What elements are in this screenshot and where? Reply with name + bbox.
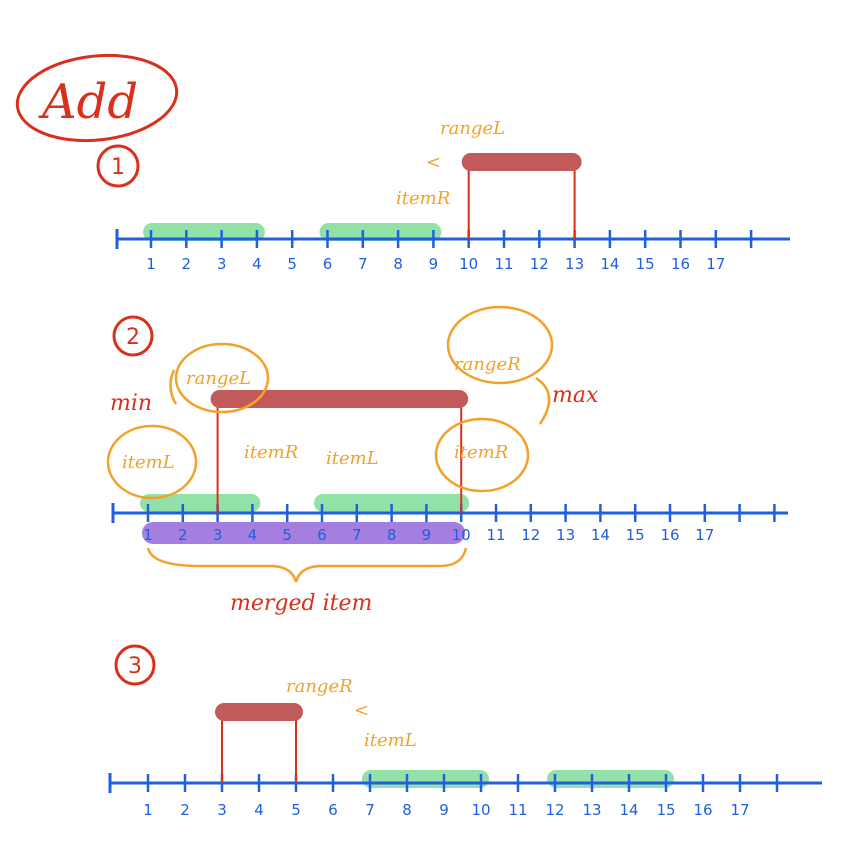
tick-label: 10 [471, 801, 490, 819]
tick-label: 9 [422, 526, 432, 544]
annotation-item-right-middle: itemR [244, 442, 298, 463]
tick-label: 1 [143, 801, 153, 819]
annotation-min: min [110, 391, 152, 416]
max-bracket [535, 376, 551, 425]
tick-label: 9 [429, 255, 439, 273]
tick-label: 1 [143, 526, 153, 544]
tick-label: 8 [402, 801, 412, 819]
range-left-circle [174, 342, 270, 414]
range-bar [210, 390, 469, 408]
tick-label: 11 [494, 255, 513, 273]
step-3-diagram: 1 2 3 4 5 6 7 8 9 10 11 12 13 14 15 16 17 rangeR < itemL [108, 676, 822, 819]
min-bracket [169, 369, 178, 405]
tick-label: 14 [619, 801, 638, 819]
tick-label: 7 [358, 255, 368, 273]
annotation-range-right: rangeR [454, 354, 521, 375]
tick-label: 2 [180, 801, 190, 819]
tick-label: 15 [656, 801, 675, 819]
tick-label: 1 [146, 255, 156, 273]
step-label-3: 3 [114, 644, 156, 686]
tick-label: 6 [317, 526, 327, 544]
item-bar [140, 494, 261, 512]
step-label-circle [96, 144, 140, 188]
step-1-diagram: 1 2 3 4 5 6 7 8 9 10 11 12 13 14 15 16 17 rangeL < itemR [115, 118, 790, 273]
annotation-less-than: < [354, 700, 369, 721]
tick-label: 16 [693, 801, 712, 819]
tick-label: 15 [636, 255, 655, 273]
item-bar [547, 770, 674, 788]
tick-label: 9 [439, 801, 449, 819]
merged-item-label: merged item [230, 591, 372, 616]
range-bar [215, 703, 303, 721]
annotation-item-right: itemR [454, 442, 508, 463]
range-bar [461, 153, 582, 171]
step-label-text: 2 [126, 325, 140, 350]
tick-label: 13 [582, 801, 601, 819]
annotation-item-left-middle: itemL [326, 448, 379, 469]
tick-label: 10 [459, 255, 478, 273]
tick-label: 3 [217, 255, 227, 273]
tick-label: 16 [671, 255, 690, 273]
step-label-circle [112, 315, 154, 357]
step-label-text: 3 [128, 654, 142, 679]
tick-label: 7 [365, 801, 375, 819]
tick-label: 13 [565, 255, 584, 273]
tick-label: 14 [591, 526, 610, 544]
annotation-range-left: rangeL [440, 118, 505, 139]
tick-label: 12 [545, 801, 564, 819]
tick-label: 11 [508, 801, 527, 819]
tick-label: 4 [254, 801, 264, 819]
tick-label: 12 [521, 526, 540, 544]
merged-brace [146, 547, 468, 583]
tick-label: 3 [217, 801, 227, 819]
item-left-circle [106, 424, 198, 500]
annotation-item-left: itemL [364, 730, 417, 751]
tick-label: 17 [706, 255, 725, 273]
tick-label: 12 [530, 255, 549, 273]
tick-label: 17 [730, 801, 749, 819]
tick-label: 4 [248, 526, 258, 544]
annotation-item-left: itemL [122, 452, 175, 473]
item-bar [314, 494, 470, 512]
step-label-text: 1 [111, 155, 125, 180]
title-text: Add [38, 74, 138, 130]
step-label-2: 2 [112, 315, 154, 357]
tick-label: 3 [213, 526, 223, 544]
tick-label: 7 [352, 526, 362, 544]
annotation-item-right: itemR [396, 188, 450, 209]
item-bar [362, 770, 489, 788]
annotation-less-than: < [426, 152, 441, 173]
tick-label: 5 [282, 526, 292, 544]
tick-label: 4 [252, 255, 262, 273]
tick-label: 2 [178, 526, 188, 544]
annotation-range-right: rangeR [286, 676, 353, 697]
tick-label: 2 [182, 255, 192, 273]
tick-label: 6 [323, 255, 333, 273]
item-bar [143, 223, 265, 241]
item-right-circle [434, 417, 530, 493]
tick-label: 17 [695, 526, 714, 544]
step-label-1: 1 [96, 144, 140, 188]
tick-label: 8 [393, 255, 403, 273]
annotation-max: max [552, 383, 599, 408]
step-2-diagram: 1 2 3 4 5 6 7 8 9 10 11 12 13 14 15 16 17 merged item ra… [106, 305, 788, 616]
tick-label: 5 [291, 801, 301, 819]
step-label-circle [114, 644, 156, 686]
tick-label: 14 [600, 255, 619, 273]
tick-label: 13 [556, 526, 575, 544]
tick-label: 10 [452, 526, 471, 544]
item-bar [319, 223, 442, 241]
tick-label: 6 [328, 801, 338, 819]
tick-label: 11 [486, 526, 505, 544]
tick-label: 15 [626, 526, 645, 544]
annotation-range-left: rangeL [186, 368, 251, 389]
tick-label: 8 [387, 526, 397, 544]
title-group: Add [15, 53, 179, 143]
title-circle [15, 53, 179, 143]
merged-item-bar [142, 522, 466, 544]
range-right-circle [446, 305, 554, 385]
tick-label: 5 [287, 255, 297, 273]
tick-label: 16 [660, 526, 679, 544]
